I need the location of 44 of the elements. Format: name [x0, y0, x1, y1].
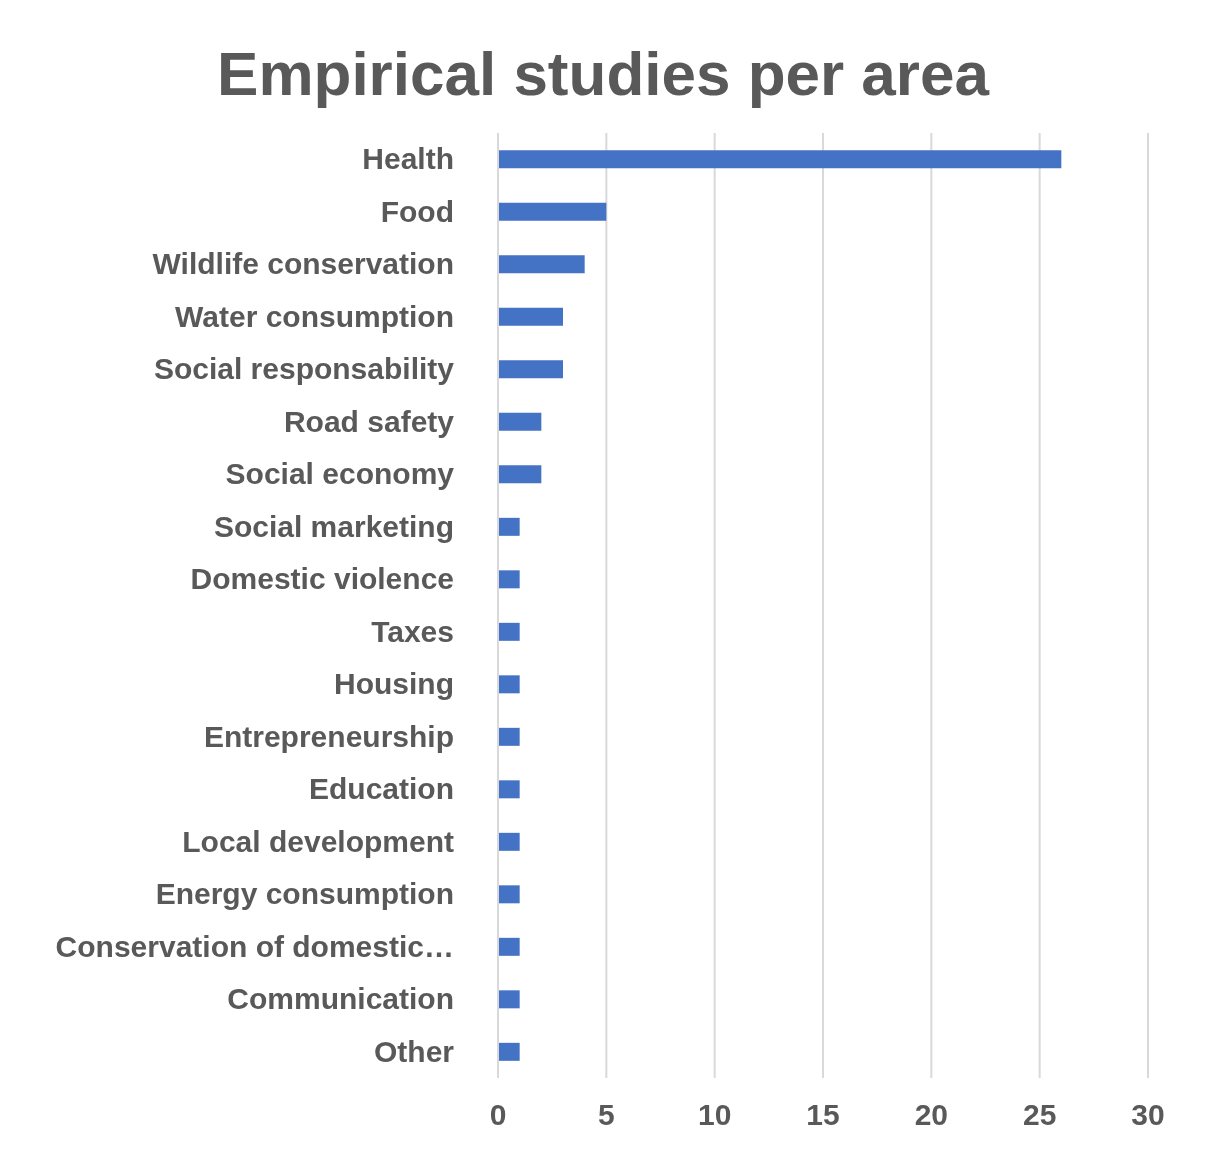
bar: [498, 832, 520, 851]
x-tick-label: 5: [597, 1098, 615, 1132]
bar: [498, 622, 520, 641]
bar: [498, 990, 520, 1009]
y-tick-label: Wildlife conservation: [152, 247, 454, 281]
y-tick-label: Social marketing: [213, 509, 454, 543]
bar: [498, 517, 520, 536]
bar: [498, 255, 585, 274]
bar: [498, 307, 563, 326]
y-tick-label: Taxes: [371, 614, 454, 648]
bar: [498, 1042, 520, 1061]
y-tick-label: Road safety: [283, 404, 455, 438]
bar: [498, 780, 520, 799]
y-tick-label: Local development: [182, 824, 454, 858]
bar: [498, 465, 542, 484]
bar: [498, 937, 520, 956]
x-tick-label: 15: [806, 1098, 840, 1132]
bar: [498, 360, 563, 379]
y-tick-label: Communication: [227, 982, 454, 1016]
y-tick-label: Other: [373, 1034, 455, 1068]
bar: [498, 150, 1062, 169]
x-tick-label: 25: [1022, 1098, 1057, 1132]
y-tick-label: Conservation of domestic…: [55, 929, 454, 963]
bar: [498, 412, 542, 431]
y-tick-label: Domestic violence: [190, 562, 454, 596]
y-tick-label: Food: [380, 194, 454, 228]
bar: [498, 675, 520, 694]
chart-title: Empirical studies per area: [216, 38, 991, 110]
y-tick-label: Energy consumption: [155, 877, 454, 911]
y-tick-label: Social economy: [225, 457, 455, 491]
x-tick-label: 20: [914, 1098, 949, 1132]
bar: [498, 202, 607, 221]
x-tick-label: 10: [697, 1098, 732, 1132]
bar: [498, 885, 520, 904]
bar: [498, 570, 520, 589]
y-tick-label: Water consumption: [175, 299, 454, 333]
y-tick-label: Housing: [334, 667, 454, 701]
y-tick-label: Education: [308, 772, 454, 806]
y-tick-label: Entrepreneurship: [203, 719, 454, 753]
y-tick-label: Social responsability: [153, 352, 455, 386]
bar: [498, 727, 520, 746]
x-tick-label: 0: [489, 1098, 507, 1132]
x-tick-label: 30: [1131, 1098, 1165, 1132]
y-tick-label: Health: [362, 142, 454, 176]
